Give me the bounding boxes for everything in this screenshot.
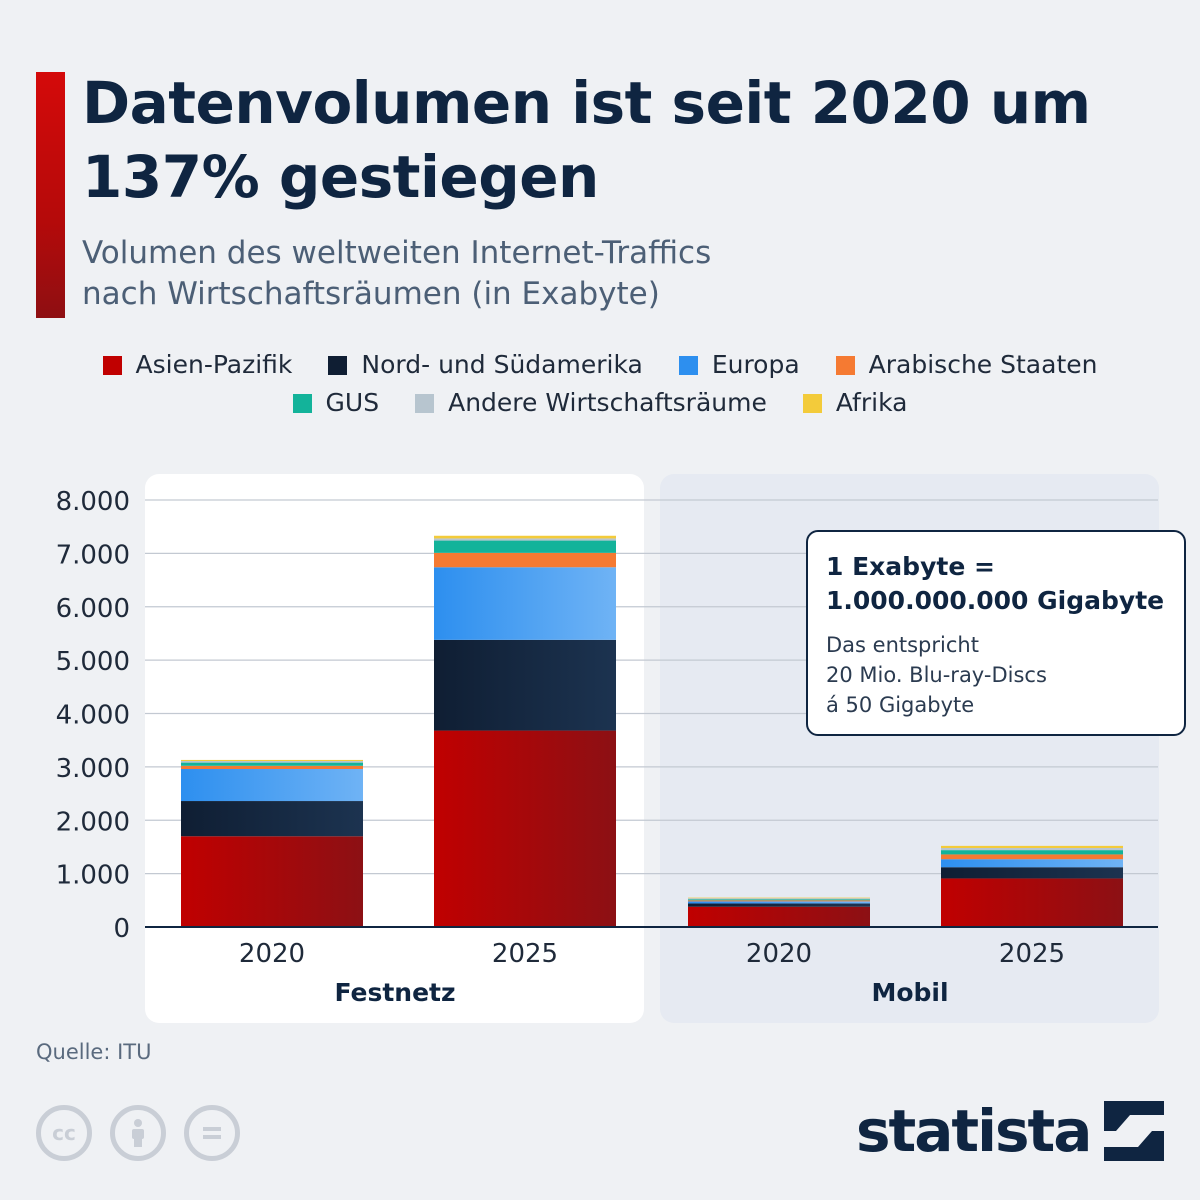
statista-brand[interactable]: statista [856, 1095, 1166, 1167]
bar-segment [181, 801, 363, 837]
bar-segment [941, 854, 1123, 860]
person-icon[interactable] [110, 1105, 166, 1161]
legend-label: Nord- und Südamerika [361, 350, 643, 379]
y-tick-label: 8.000 [56, 487, 130, 517]
equals-icon[interactable] [184, 1105, 240, 1161]
legend-item: Andere Wirtschaftsräume [415, 384, 767, 422]
group-label: Mobil [871, 978, 948, 1007]
legend-item: GUS [292, 384, 380, 422]
legend-swatch [292, 393, 312, 413]
bar-segment [688, 900, 870, 902]
group-label: Festnetz [334, 978, 455, 1007]
chart-subtitle: Volumen des weltweiten Internet-Traffics… [82, 233, 1142, 315]
bar-segment [688, 901, 870, 904]
info-box-body: Das entspricht 20 Mio. Blu-ray-Discs á 5… [826, 630, 1166, 720]
legend-row: Asien-Pazifik Nord- und Südamerika Europa A… [0, 346, 1200, 384]
y-tick-label: 0 [113, 914, 130, 944]
x-tick-label: 2020 [239, 939, 305, 969]
legend-label: Asien-Pazifik [135, 350, 293, 379]
bar-segment [688, 898, 870, 900]
legend-item: Afrika [802, 384, 908, 422]
license-icons: cc [36, 1105, 258, 1161]
bar-segment [181, 762, 363, 766]
chart-title: Datenvolumen ist seit 2020 um 137% gesti… [82, 69, 1091, 211]
bar-segment [181, 769, 363, 802]
info-body-line-2: 20 Mio. Blu-ray-Discs [826, 663, 1047, 687]
info-body-line-3: á 50 Gigabyte [826, 693, 975, 717]
bar-segment [941, 850, 1123, 855]
x-tick-label: 2020 [746, 939, 812, 969]
statista-logo-icon [1104, 1101, 1165, 1161]
y-tick-label: 1.000 [56, 861, 130, 891]
legend-label: Europa [711, 350, 800, 379]
x-tick-label: 2025 [492, 939, 558, 969]
legend-swatch [415, 393, 435, 413]
info-body-line-1: Das entspricht [826, 633, 979, 657]
bar-segment [941, 859, 1123, 868]
legend-swatch [102, 355, 122, 375]
bar-segment [941, 848, 1123, 851]
legend-row: GUS Andere Wirtschaftsräume Afrika [0, 384, 1200, 422]
source-note: Quelle: ITU [36, 1040, 152, 1064]
legend-swatch [678, 355, 698, 375]
x-tick-label: 2025 [999, 939, 1065, 969]
legend-label: GUS [325, 388, 380, 417]
legend: Asien-Pazifik Nord- und Südamerika Europa A… [0, 346, 1200, 422]
bar-segment [941, 878, 1123, 927]
bar-segment [181, 836, 363, 927]
accent-bar [36, 72, 65, 318]
bar-segment [434, 639, 616, 731]
bar-segment [688, 897, 870, 899]
cc-icon[interactable]: cc [36, 1105, 92, 1161]
bar-segment [434, 567, 616, 640]
bar-segment [181, 759, 363, 762]
legend-label: Arabische Staaten [868, 350, 1098, 379]
legend-swatch [802, 393, 822, 413]
bar-segment [181, 761, 363, 763]
legend-swatch [835, 355, 855, 375]
bar-segment [941, 867, 1123, 879]
bar-segment [688, 903, 870, 907]
bar-segment [688, 906, 870, 927]
subtitle-line-1: Volumen des weltweiten Internet-Traffics [82, 235, 712, 271]
y-tick-label: 3.000 [56, 754, 130, 784]
y-tick-label: 5.000 [56, 647, 130, 677]
legend-label: Afrika [835, 388, 908, 417]
legend-label: Andere Wirtschaftsräume [448, 388, 767, 417]
legend-item: Europa [678, 346, 800, 384]
bar-segment [434, 535, 616, 539]
bar-segment [434, 730, 616, 927]
info-box-head: 1 Exabyte = 1.000.000.000 Gigabyte [826, 550, 1166, 618]
y-tick-label: 7.000 [56, 540, 130, 570]
legend-item: Nord- und Südamerika [328, 346, 643, 384]
info-head-line-2: 1.000.000.000 Gigabyte [826, 586, 1165, 615]
bar-segment [688, 899, 870, 901]
y-tick-label: 2.000 [56, 807, 130, 837]
bar-segment [434, 552, 616, 568]
brand-name: statista [856, 1097, 1092, 1165]
subtitle-line-2: nach Wirtschaftsräumen (in Exabyte) [82, 276, 660, 312]
legend-item: Arabische Staaten [835, 346, 1098, 384]
legend-item: Asien-Pazifik [102, 346, 293, 384]
y-tick-label: 6.000 [56, 594, 130, 624]
info-head-line-1: 1 Exabyte = [826, 552, 995, 581]
y-tick-label: 4.000 [56, 701, 130, 731]
info-box: 1 Exabyte = 1.000.000.000 Gigabyte Das e… [806, 530, 1186, 736]
bar-segment [181, 765, 363, 770]
bar-segment [941, 845, 1123, 849]
legend-swatch [328, 355, 348, 375]
bar-segment [434, 538, 616, 541]
bar-segment [434, 540, 616, 553]
